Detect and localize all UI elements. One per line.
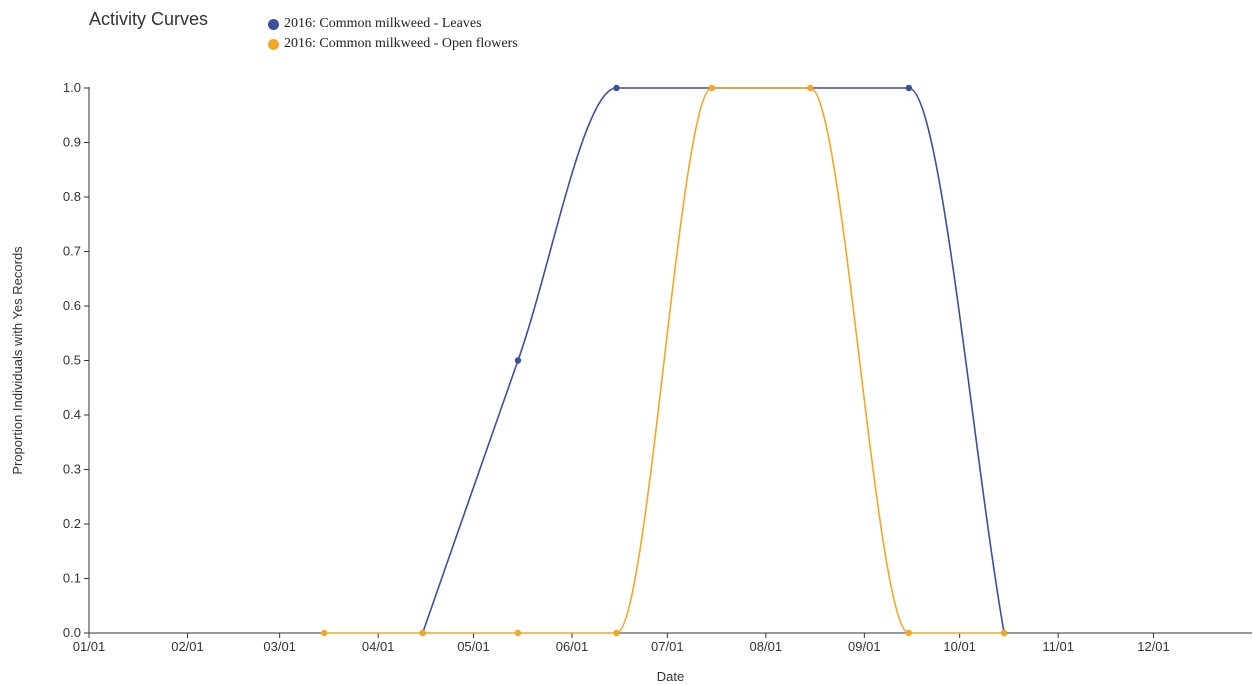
x-tick-label: 07/01 bbox=[651, 639, 684, 654]
x-tick-label: 06/01 bbox=[556, 639, 589, 654]
y-tick-label: 0.0 bbox=[63, 625, 81, 640]
x-tick-label: 08/01 bbox=[750, 639, 783, 654]
x-tick-label: 03/01 bbox=[263, 639, 296, 654]
y-tick-label: 0.1 bbox=[63, 571, 81, 586]
series-1-point[interactable] bbox=[807, 84, 814, 92]
legend: 2016: Common milkweed - Leaves 2016: Com… bbox=[268, 14, 518, 54]
series-lines bbox=[324, 87, 1005, 634]
legend-label-open-flowers: 2016: Common milkweed - Open flowers bbox=[284, 36, 518, 51]
x-tick-label: 05/01 bbox=[457, 639, 490, 654]
x-tick-label: 11/01 bbox=[1042, 639, 1074, 654]
series-1-point[interactable] bbox=[514, 629, 522, 637]
series-0-point[interactable] bbox=[905, 84, 913, 92]
y-axis-title: Proportion Individuals with Yes Records bbox=[10, 246, 25, 475]
x-tick-label: 04/01 bbox=[362, 639, 395, 654]
legend-item-leaves[interactable]: 2016: Common milkweed - Leaves bbox=[268, 14, 518, 34]
legend-label-leaves: 2016: Common milkweed - Leaves bbox=[284, 16, 482, 31]
x-tick-label: 02/01 bbox=[171, 639, 204, 654]
series-1-point[interactable] bbox=[1000, 629, 1008, 637]
series-points bbox=[320, 84, 1008, 637]
series-1-point[interactable] bbox=[320, 629, 328, 637]
axes: 0.0 0.1 0.2 0.3 0.4 0.5 0.6 0.7 0.8 0.9 1.0 01/01 02… bbox=[63, 80, 1252, 654]
series-0-line bbox=[421, 87, 1005, 634]
y-tick-label: 1.0 bbox=[63, 80, 81, 95]
x-tick-label: 01/01 bbox=[73, 639, 106, 654]
series-1-point[interactable] bbox=[905, 629, 913, 637]
x-tick-label: 09/01 bbox=[848, 639, 881, 654]
series-1-point[interactable] bbox=[708, 84, 716, 92]
y-tick-label: 0.2 bbox=[63, 516, 81, 531]
series-0-point[interactable] bbox=[514, 357, 522, 364]
y-tick-label: 0.8 bbox=[63, 189, 81, 204]
series-1-point[interactable] bbox=[613, 629, 620, 637]
x-tick-label: 10/01 bbox=[943, 639, 976, 654]
chart-title: Activity Curves bbox=[89, 9, 209, 29]
y-tick-label: 0.3 bbox=[63, 462, 81, 477]
legend-item-open-flowers[interactable]: 2016: Common milkweed - Open flowers bbox=[268, 34, 518, 54]
legend-marker-open-flowers bbox=[268, 38, 279, 50]
legend-marker-leaves bbox=[268, 18, 279, 30]
series-1-point[interactable] bbox=[419, 629, 426, 637]
y-tick-label: 0.4 bbox=[63, 407, 81, 422]
y-tick-label: 0.6 bbox=[63, 298, 81, 313]
y-tick-label: 0.9 bbox=[63, 135, 81, 150]
x-axis-title: Date bbox=[657, 669, 684, 684]
x-tick-label: 12/01 bbox=[1137, 639, 1170, 654]
series-1-line bbox=[324, 87, 1005, 634]
series-0-point[interactable] bbox=[613, 84, 620, 92]
y-tick-label: 0.7 bbox=[63, 244, 81, 259]
y-tick-label: 0.5 bbox=[63, 353, 81, 368]
